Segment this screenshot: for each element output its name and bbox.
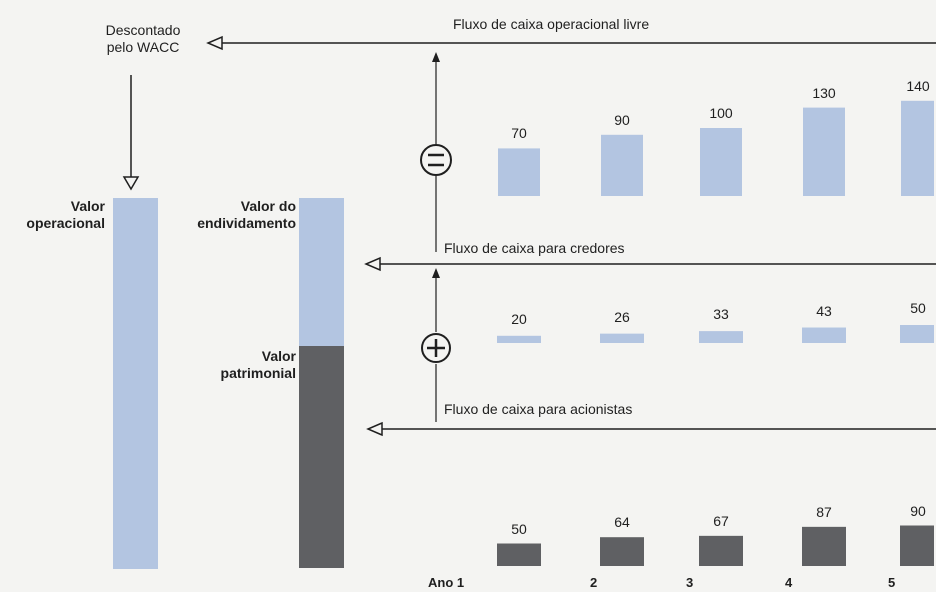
shareholders-bar-5	[900, 525, 934, 566]
creditors-bar-2	[600, 333, 644, 343]
year-label-2: 2	[590, 575, 598, 590]
shareholders-value-label-5: 90	[910, 502, 926, 519]
year-label-1: Ano 1	[428, 575, 465, 590]
discount-arrow	[122, 75, 140, 191]
fcf-arrow	[206, 35, 936, 51]
fcf-bar-4	[803, 107, 845, 196]
shareholders-bar-2	[600, 537, 644, 566]
shareholders-value-label-3: 67	[713, 512, 729, 529]
creditors-arrow	[364, 256, 936, 272]
shareholders-value-label-4: 87	[816, 503, 832, 520]
shareholders-value-label-2: 64	[614, 514, 630, 531]
shareholders-bar-1	[497, 543, 541, 566]
fcf-value-label-2: 90	[614, 111, 630, 128]
debt-value-label: Valor do endividamento	[197, 198, 296, 231]
creditors-bar-4	[802, 327, 846, 343]
equals-operator-arrow	[432, 52, 440, 252]
fcf-value-label-3: 100	[709, 105, 733, 121]
creditors-bar-5	[900, 325, 934, 343]
fcf-value-label-5: 140	[906, 77, 930, 94]
shareholders-label: Fluxo de caixa para acionistas	[444, 401, 633, 417]
year-label-3: 3	[686, 575, 694, 590]
creditors-label: Fluxo de caixa para credores	[444, 240, 625, 256]
shareholders-arrow	[366, 421, 936, 437]
fcf-bar-1	[498, 148, 540, 196]
equals-icon	[420, 144, 452, 176]
operational-value-label: Valor operacional	[26, 198, 105, 231]
creditors-bar-1	[497, 335, 541, 343]
fcf-bar-2	[601, 134, 643, 196]
equity-value-bar	[299, 346, 344, 568]
creditors-bar-3	[699, 331, 743, 343]
equity-value-label: Valor patrimonial	[220, 348, 296, 381]
plus-operator-arrow	[432, 268, 440, 422]
creditors-value-label-1: 20	[511, 310, 527, 327]
fcf-value-label-1: 70	[511, 125, 527, 142]
shareholders-value-label-1: 50	[511, 520, 527, 537]
discount-label: Descontado pelo WACC	[105, 22, 181, 55]
shareholders-bar-4	[802, 526, 846, 566]
year-label-4: 4	[785, 575, 793, 590]
operational-value-bar	[113, 198, 158, 569]
fcf-value-label-4: 130	[812, 84, 836, 101]
fcf-bar-3	[700, 128, 742, 196]
fcf-bar-5	[901, 100, 934, 196]
cash-flow-bars	[497, 100, 934, 566]
creditors-value-label-5: 50	[910, 300, 926, 316]
plus-icon	[421, 333, 451, 363]
fcf-label: Fluxo de caixa operacional livre	[453, 16, 650, 32]
debt-value-bar	[299, 198, 344, 346]
creditors-value-label-3: 33	[713, 306, 729, 323]
creditors-value-label-4: 43	[816, 302, 832, 319]
year-label-5: 5	[888, 575, 896, 590]
shareholders-bar-3	[699, 535, 743, 566]
creditors-value-label-2: 26	[614, 308, 630, 325]
